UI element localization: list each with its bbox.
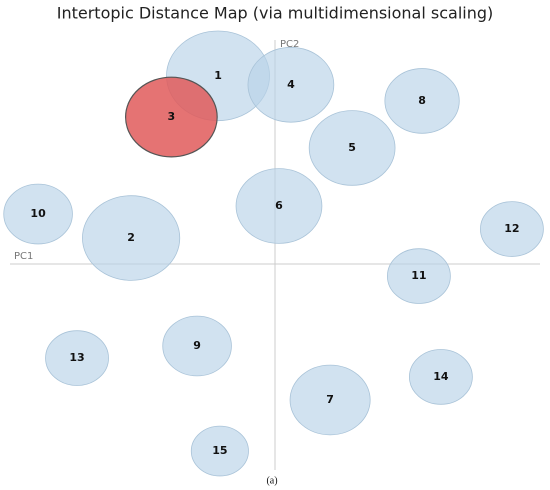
topic-bubble bbox=[387, 248, 451, 304]
topic-label: 15 bbox=[212, 444, 227, 457]
chart-title: Intertopic Distance Map (via multidimens… bbox=[57, 4, 494, 23]
topic-bubble bbox=[247, 47, 335, 123]
x-axis-label: PC1 bbox=[14, 251, 33, 262]
topic-bubble bbox=[409, 349, 473, 405]
topic-label: 4 bbox=[287, 78, 295, 91]
topic-bubble bbox=[235, 168, 323, 244]
topic-label: 11 bbox=[411, 269, 426, 282]
topic-bubble bbox=[308, 110, 396, 186]
topic-bubble bbox=[384, 68, 460, 134]
topic-label: 5 bbox=[348, 141, 356, 154]
topic-bubble bbox=[190, 425, 249, 477]
topic-label: 6 bbox=[275, 199, 283, 212]
topic-label: 12 bbox=[504, 222, 519, 235]
topic-label: 9 bbox=[193, 339, 201, 352]
topic-bubble bbox=[162, 315, 232, 377]
topic-bubble bbox=[82, 195, 181, 281]
topic-label: 1 bbox=[214, 69, 222, 82]
topic-bubble bbox=[45, 330, 109, 386]
topic-bubble bbox=[3, 183, 73, 245]
caption: (a) bbox=[266, 475, 277, 486]
topic-label: 8 bbox=[418, 94, 426, 107]
y-axis-label: PC2 bbox=[280, 39, 299, 50]
topic-bubble bbox=[124, 76, 218, 158]
topic-label: 3 bbox=[168, 110, 176, 123]
topic-label: 10 bbox=[30, 207, 46, 220]
topic-bubble bbox=[480, 201, 544, 257]
topic-label: 14 bbox=[433, 370, 449, 383]
topic-label: 7 bbox=[326, 393, 334, 406]
topic-label: 2 bbox=[127, 231, 135, 244]
topic-bubble bbox=[289, 364, 371, 436]
topic-label: 13 bbox=[69, 351, 84, 364]
